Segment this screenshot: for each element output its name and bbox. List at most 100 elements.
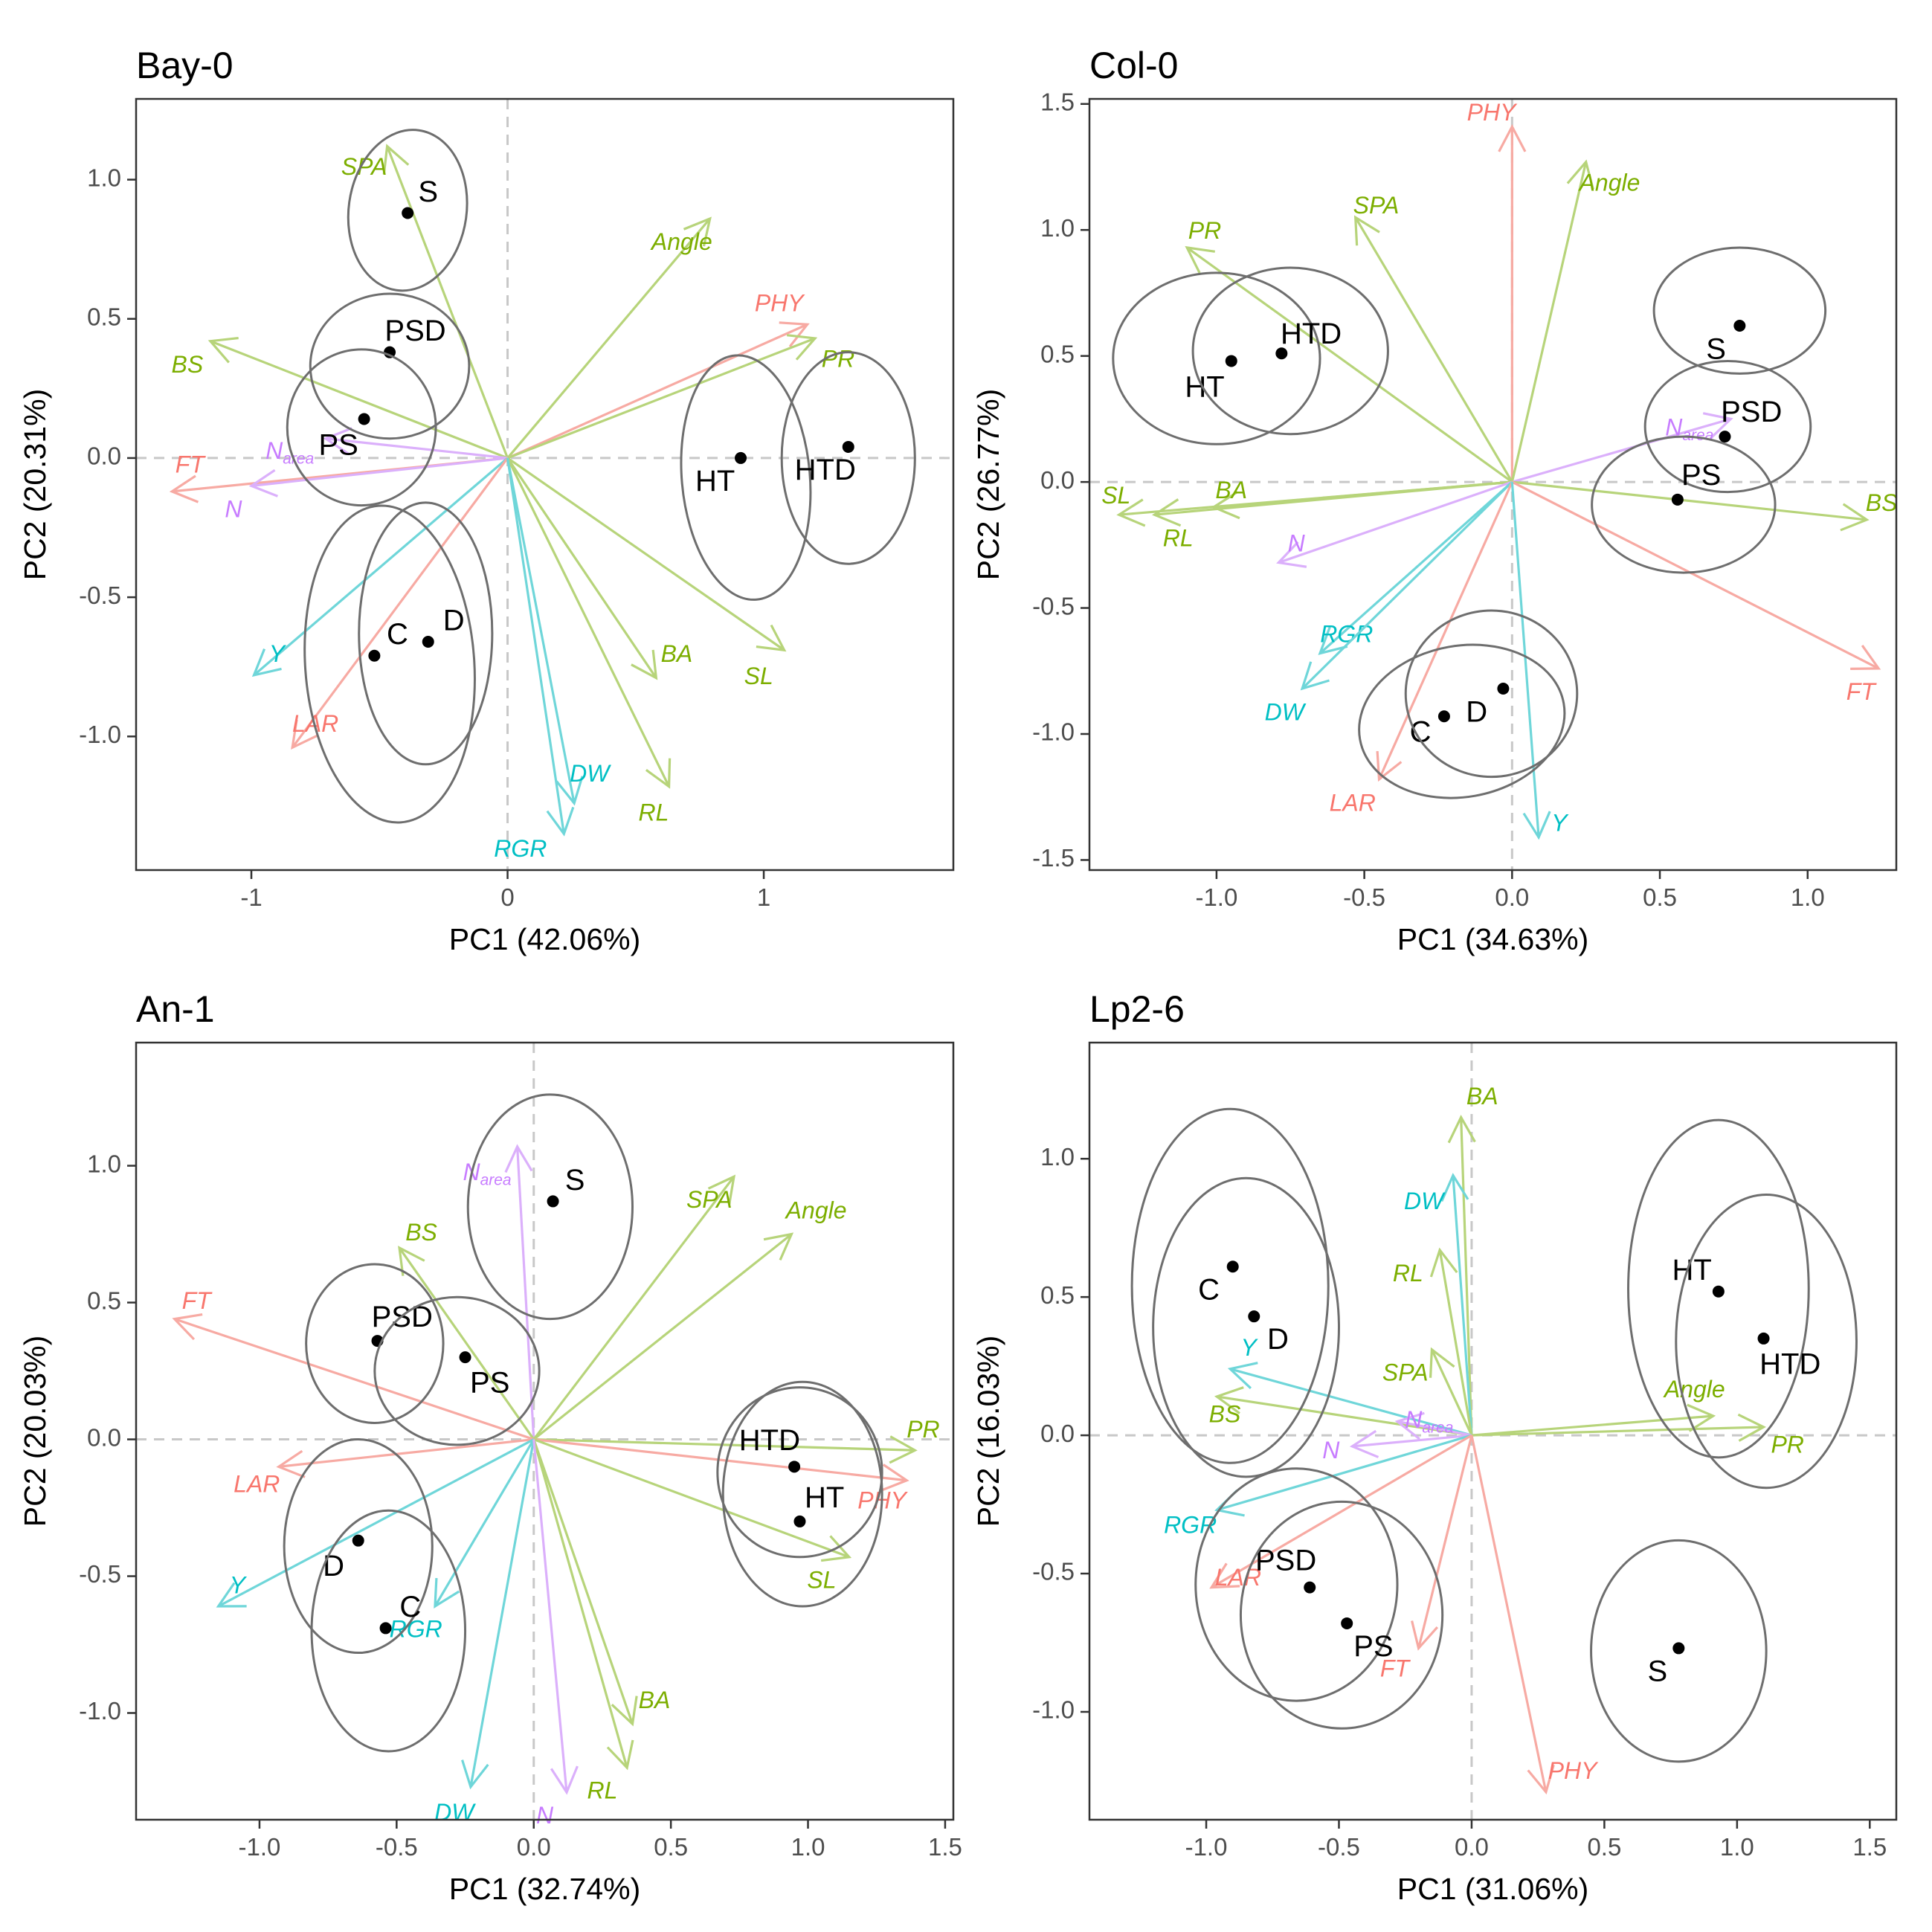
group-centroid	[1275, 347, 1288, 360]
arrow-head	[1227, 1362, 1258, 1389]
confidence-ellipse	[358, 501, 494, 766]
arrow-shaft	[1211, 1434, 1472, 1588]
loading-label: LAR	[1215, 1564, 1261, 1591]
loading-arrow-ft: FT	[169, 451, 508, 503]
loading-label-subscript: area	[1682, 426, 1713, 443]
loading-label: Y	[1551, 809, 1569, 836]
loading-arrow-y: Y	[251, 457, 509, 677]
loading-arrow-rl: RL	[532, 1439, 634, 1804]
arrow-head	[291, 719, 319, 750]
arrow-shaft	[533, 1438, 850, 1559]
arrow-shaft	[506, 337, 816, 460]
group-centroid	[358, 413, 370, 425]
loading-label: BA	[1466, 1083, 1498, 1110]
y-tick-label: 1.5	[1040, 88, 1075, 115]
loading-arrow-n: N	[1322, 1429, 1472, 1464]
arrow-head	[1702, 412, 1733, 439]
arrow-shaft	[1354, 216, 1513, 483]
arrow-shaft	[325, 437, 508, 460]
arrow-head	[1318, 626, 1348, 655]
loading-label: Angle	[1578, 170, 1640, 196]
group-centroid	[1672, 1642, 1685, 1655]
loading-arrow-y: Y	[216, 1438, 535, 1608]
group-s: S	[347, 129, 468, 292]
group-centroid	[793, 1515, 806, 1527]
loading-label: RGR	[494, 835, 547, 862]
loading-label: FT	[1380, 1655, 1411, 1682]
arrow-shaft	[1154, 480, 1513, 516]
loading-label: DW	[570, 760, 611, 787]
arrow-head	[820, 1535, 852, 1562]
group-c: C	[1358, 643, 1566, 799]
group-s: S	[1590, 1539, 1768, 1763]
y-tick-label: 0.5	[87, 303, 121, 330]
confidence-ellipse	[466, 1093, 634, 1321]
y-tick-label: -0.5	[1032, 1558, 1075, 1585]
loading-arrow-lar: LAR	[291, 457, 509, 750]
loading-label: Angle	[1663, 1376, 1725, 1403]
group-label: D	[1466, 695, 1487, 728]
loading-arrow-phy: PHY	[1470, 1434, 1599, 1795]
loading-arrow-pr: PR	[506, 334, 854, 460]
group-label: D	[323, 1550, 344, 1582]
arrow-shaft	[1470, 1434, 1548, 1793]
loading-label: SL	[1101, 482, 1130, 509]
group-label: C	[387, 618, 408, 651]
loading-arrow-spa: SPA	[1382, 1347, 1473, 1436]
arrow-shaft	[532, 1439, 634, 1725]
group-label: PSD	[1255, 1545, 1316, 1577]
loading-label: Y	[230, 1572, 248, 1599]
loading-arrow-phy: PHY	[1467, 99, 1527, 483]
panel-title: An-1	[136, 988, 215, 1030]
arrow-head	[645, 758, 672, 789]
arrow-shaft	[1216, 1434, 1472, 1512]
confidence-ellipse	[1627, 1118, 1810, 1459]
arrow-head	[461, 1759, 489, 1790]
loading-arrow-ft: FT	[1511, 480, 1881, 705]
panel-border	[135, 97, 955, 872]
loading-arrow-angle: Angle	[1471, 1376, 1725, 1437]
arrow-head	[556, 776, 584, 806]
x-tick-label: 1.5	[928, 1833, 962, 1861]
loading-label: PR	[1771, 1431, 1803, 1458]
group-centroid	[1757, 1332, 1770, 1345]
loading-arrow-pr: PR	[533, 1416, 940, 1464]
y-tick-label: -0.5	[1032, 592, 1075, 619]
arrow-head	[1376, 750, 1403, 782]
loading-label: DW	[434, 1799, 476, 1826]
arrow-head	[1209, 1562, 1240, 1589]
group-centroid	[459, 1351, 471, 1364]
loading-label: PHY	[1467, 99, 1518, 126]
loading-label: PR	[1188, 217, 1221, 244]
panel-border	[1088, 97, 1898, 872]
y-tick-label: -1.0	[1032, 718, 1075, 746]
arrow-head	[1522, 811, 1551, 840]
x-tick-label: 0	[500, 883, 514, 911]
x-tick-label: 0.5	[654, 1833, 688, 1861]
confidence-ellipse	[1130, 1107, 1330, 1464]
group-centroid	[368, 649, 381, 662]
arrow-shaft	[253, 457, 509, 677]
arrow-shaft	[1438, 1249, 1473, 1436]
loading-arrow-bs: BS	[1512, 480, 1897, 532]
y-tick-label: 0.0	[87, 1423, 121, 1451]
group-centroid	[379, 1622, 392, 1635]
loading-arrow-rgr: RGR	[1164, 1434, 1472, 1538]
x-axis-title: PC1 (32.74%)	[449, 1872, 641, 1906]
loading-arrow-lar: LAR	[1209, 1434, 1472, 1591]
arrow-shaft	[1318, 480, 1513, 654]
confidence-ellipse	[1112, 271, 1321, 445]
arrow-shaft	[1511, 480, 1879, 670]
arrow-head	[1737, 1413, 1766, 1442]
arrow-shaft	[1512, 480, 1867, 521]
y-axis-title: PC2 (20.31%)	[18, 389, 52, 581]
loading-arrow-n: N	[532, 1439, 579, 1829]
loading-label-subscript: area	[1422, 1419, 1453, 1436]
loading-arrow-spa: SPA	[341, 144, 509, 459]
arrow-head	[169, 474, 199, 503]
group-c: C	[1130, 1107, 1330, 1464]
group-centroid	[735, 451, 747, 464]
loading-arrow-pr: PR	[1471, 1413, 1804, 1458]
loading-label: SPA	[341, 153, 387, 180]
arrow-head	[1687, 1403, 1716, 1432]
